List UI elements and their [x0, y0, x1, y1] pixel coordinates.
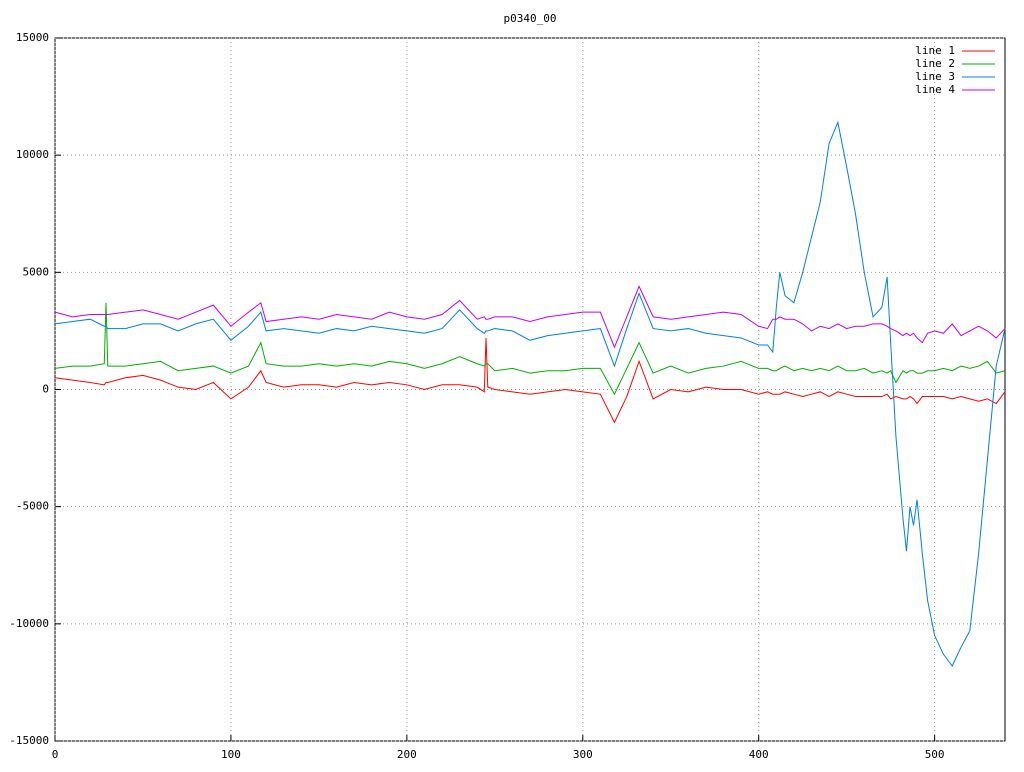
series-line [54, 120, 1006, 667]
y-tick-label: -10000 [9, 617, 49, 630]
x-tick-label: 200 [397, 748, 417, 761]
y-tick-label: -5000 [16, 500, 49, 513]
x-tick-label: 0 [52, 748, 59, 761]
y-tick-label: -15000 [9, 734, 49, 747]
y-tick-label: 10000 [16, 148, 49, 161]
legend-label: line 4 [915, 83, 955, 96]
series-line [54, 285, 1006, 349]
series-line [54, 302, 1006, 396]
chart-title: p0340_00 [504, 12, 557, 25]
y-tick-label: 5000 [23, 265, 50, 278]
plot-frame [54, 37, 1006, 742]
series-line [54, 337, 1006, 424]
legend-label: line 2 [915, 57, 955, 70]
legend-label: line 3 [915, 70, 955, 83]
legend-label: line 1 [915, 44, 955, 57]
x-tick-label: 500 [925, 748, 945, 761]
x-tick-label: 400 [749, 748, 769, 761]
x-tick-label: 300 [573, 748, 593, 761]
y-tick-label: 15000 [16, 31, 49, 44]
y-tick-label: 0 [42, 383, 49, 396]
x-tick-label: 100 [221, 748, 241, 761]
